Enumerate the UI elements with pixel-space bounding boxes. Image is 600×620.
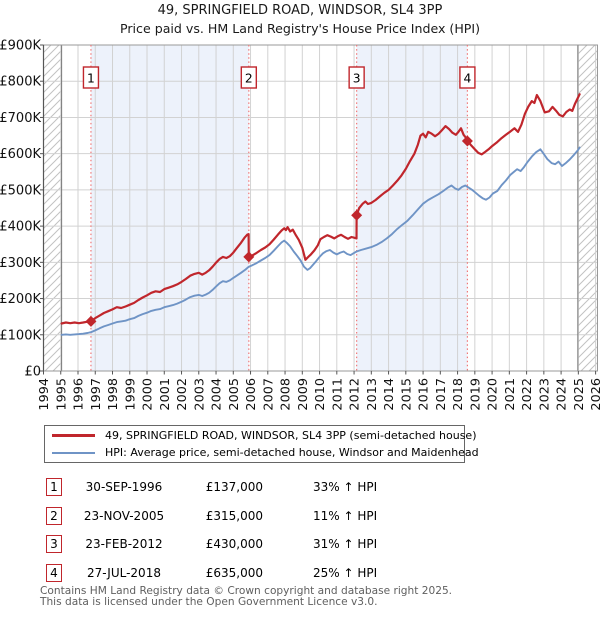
y-tick-label: £800K	[0, 75, 41, 90]
sale-date: 27-JUL-2018	[87, 565, 161, 580]
sale-number-label: 2	[245, 72, 253, 86]
sale-hpi-difference: 11% ↑ HPI	[313, 508, 378, 523]
sale-diamond	[243, 251, 255, 263]
sale-row-2: 2 23-NOV-2005 £315,000 11% ↑ HPI	[0, 506, 600, 526]
copyright-footer: Contains HM Land Registry data © Crown c…	[40, 586, 600, 607]
ownership-band	[90, 45, 249, 371]
sale-price: £315,000	[205, 508, 263, 523]
y-tick-label: £300K	[0, 256, 41, 271]
y-tick-label: £400K	[0, 220, 41, 235]
sale-diamond	[351, 209, 363, 221]
y-tick-label: £900K	[0, 39, 41, 54]
no-data-hatch	[577, 45, 598, 371]
sale-row-4: 4 27-JUL-2018 £635,000 25% ↑ HPI	[0, 563, 600, 583]
sale-row-1: 1 30-SEP-1996 £137,000 33% ↑ HPI	[0, 478, 600, 497]
y-tick-label: £500K	[0, 183, 41, 198]
page-title: 49, SPRINGFIELD ROAD, WINDSOR, SL4 3PP	[157, 3, 443, 18]
x-tick-label: 2003	[192, 378, 207, 411]
x-tick-label: 2019	[468, 378, 483, 411]
x-tick-label: 2010	[313, 378, 328, 411]
x-tick-label: 1996	[72, 378, 87, 411]
sale-diamond	[461, 135, 473, 147]
chart-legend: 49, SPRINGFIELD ROAD, WINDSOR, SL4 3PP (…	[44, 425, 479, 463]
sale-number-box	[82, 66, 100, 89]
x-tick-label: 2022	[520, 378, 535, 411]
x-tick-label: 2011	[330, 378, 345, 411]
x-tick-label: 2014	[382, 378, 397, 411]
sale-price: £635,000	[205, 565, 263, 580]
sale-price: £430,000	[205, 537, 263, 551]
legend-label: HPI: Average price, semi-detached house,…	[105, 446, 479, 459]
x-tick-label: 1994	[37, 378, 52, 411]
sale-number-box	[348, 66, 365, 89]
sale-diamond	[85, 315, 97, 327]
x-tick-label: 2002	[175, 378, 190, 411]
x-tick-label: 2025	[572, 378, 587, 411]
x-tick-label: 2007	[261, 378, 276, 411]
x-tick-label: 2026	[589, 378, 600, 411]
hpi-line	[60, 146, 581, 336]
y-tick-label: £100K	[0, 328, 41, 343]
x-tick-label: 2016	[417, 378, 432, 411]
x-tick-label: 2004	[210, 378, 225, 411]
no-data-hatch	[43, 45, 62, 371]
copyright-line-2: This data is licensed under the Open Gov…	[40, 595, 378, 608]
sale-number-box	[459, 66, 476, 89]
x-tick-label: 2012	[348, 378, 363, 411]
x-tick-label: 2000	[141, 378, 156, 411]
x-tick-label: 1995	[54, 378, 69, 411]
legend-item-price-paid: 49, SPRINGFIELD ROAD, WINDSOR, SL4 3PP (…	[45, 429, 477, 443]
x-tick-label: 2021	[503, 378, 518, 411]
legend-label: 49, SPRINGFIELD ROAD, WINDSOR, SL4 3PP (…	[105, 429, 477, 442]
sale-number-badge: 2	[46, 506, 62, 525]
y-tick-label: £700K	[0, 111, 41, 126]
y-tick-label: £0	[24, 365, 41, 380]
price-chart: £0 £100K £200K £300K £400K £500K £600K £700K £80…	[0, 39, 600, 411]
y-tick-label: £600K	[0, 147, 41, 162]
sale-date: 23-NOV-2005	[83, 508, 165, 523]
legend-line-swatch	[52, 434, 95, 437]
page-subtitle: Price paid vs. HM Land Registry's House …	[119, 21, 481, 36]
price-paid-line	[60, 93, 581, 325]
x-tick-label: 2001	[158, 378, 173, 411]
x-tick-label: 2020	[486, 378, 501, 411]
sale-number-box	[240, 66, 258, 89]
x-tick-label: 2023	[537, 378, 552, 411]
sale-hpi-difference: 33% ↑ HPI	[313, 480, 378, 494]
x-tick-label: 2008	[279, 378, 294, 411]
sale-hpi-difference: 31% ↑ HPI	[313, 537, 378, 551]
sale-number-badge: 3	[46, 535, 62, 553]
x-tick-label: 2015	[399, 378, 414, 411]
x-tick-label: 2018	[451, 378, 466, 411]
ownership-band	[356, 45, 468, 371]
x-tick-label: 2013	[365, 378, 380, 411]
sale-number-badge: 1	[46, 478, 62, 496]
sale-price: £137,000	[205, 480, 263, 494]
x-tick-label: 2005	[227, 378, 242, 411]
sale-number-label: 4	[463, 72, 471, 86]
x-tick-label: 2009	[296, 378, 311, 411]
sale-date: 23-FEB-2012	[85, 537, 163, 551]
sale-date: 30-SEP-1996	[85, 480, 163, 494]
x-tick-label: 1997	[89, 378, 104, 411]
x-tick-label: 1998	[106, 378, 121, 411]
sale-number-label: 1	[87, 72, 95, 86]
copyright-line-1: Contains HM Land Registry data © Crown c…	[40, 585, 453, 597]
x-tick-label: 2017	[434, 378, 449, 411]
x-tick-label: 2024	[555, 378, 570, 411]
sale-hpi-difference: 25% ↑ HPI	[313, 565, 378, 580]
x-tick-label: 2006	[244, 378, 259, 411]
legend-line-swatch	[52, 451, 95, 454]
sale-row-3: 3 23-FEB-2012 £430,000 31% ↑ HPI	[0, 535, 600, 554]
x-tick-label: 1999	[123, 378, 138, 411]
sale-number-label: 3	[353, 72, 361, 86]
sale-number-badge: 4	[46, 563, 62, 582]
y-tick-label: £200K	[0, 292, 41, 307]
legend-item-hpi: HPI: Average price, semi-detached house,…	[45, 446, 479, 460]
